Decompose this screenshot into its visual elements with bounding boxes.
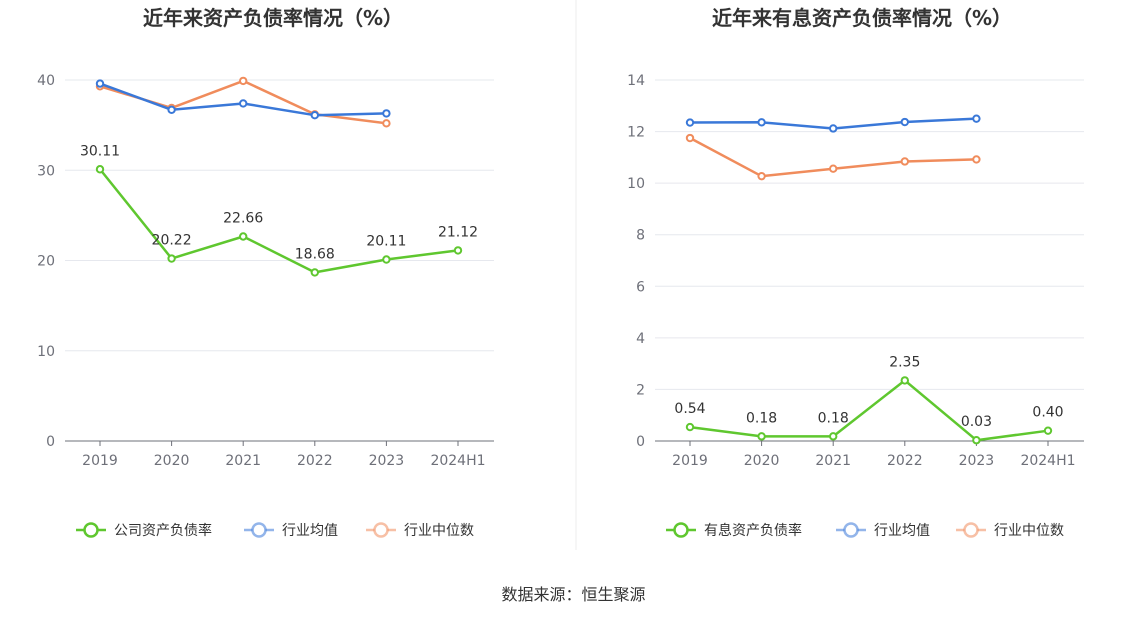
data-label: 0.03: [961, 414, 992, 430]
chart-panel-1: 近年来资产负债率情况（%） 0 10 20 30 40 2019 2020 2021 2022 20…: [37, 6, 494, 539]
data-point: [95, 165, 105, 174]
series-1: 30.11 20.22 22.66 18.68 20.11 21.12: [80, 143, 478, 277]
data-point: [685, 118, 695, 127]
y-tick-label: 30: [37, 163, 55, 179]
y-tick-label: 4: [636, 331, 645, 347]
data-point: [900, 376, 909, 385]
legend-label: 行业均值: [282, 523, 338, 539]
x-tick-label: 2022: [887, 453, 923, 469]
x-tick-label: 2023: [959, 453, 995, 469]
legend-label: 行业中位数: [994, 523, 1064, 539]
series-2: [95, 79, 391, 120]
data-point: [685, 133, 695, 143]
data-label: 20.11: [366, 234, 406, 250]
data-point: [95, 79, 105, 88]
data-point: [239, 99, 248, 108]
data-source-note: 数据来源：恒生聚源: [501, 585, 646, 604]
data-label: 20.22: [152, 233, 192, 249]
data-label: 18.68: [295, 246, 335, 262]
legend-item: 行业中位数: [366, 522, 474, 539]
x-tick-label: 2019: [82, 453, 118, 469]
y-tick-label: 12: [627, 125, 645, 141]
x-tick-label: 2022: [297, 453, 333, 469]
chart-title: 近年来资产负债率情况（%）: [143, 6, 403, 30]
data-label: 0.18: [818, 410, 849, 426]
y-tick-label: 2: [636, 382, 645, 398]
data-point: [757, 432, 766, 441]
data-point: [900, 157, 909, 166]
data-label: 30.11: [80, 143, 120, 159]
data-point: [382, 109, 391, 118]
data-label: 21.12: [438, 224, 478, 240]
data-label: 0.54: [674, 401, 705, 417]
data-label: 22.66: [223, 210, 263, 226]
series-3: [685, 133, 981, 181]
legend-swatch-marker: [83, 522, 99, 538]
series-line: [689, 379, 1049, 442]
y-tick-label: 10: [37, 344, 55, 360]
x-tick-label: 2020: [744, 453, 780, 469]
legend-label: 行业均值: [874, 523, 930, 539]
y-tick-label: 40: [37, 73, 55, 89]
data-point: [829, 124, 838, 133]
data-point: [310, 110, 319, 120]
legend-item: 行业中位数: [956, 522, 1064, 539]
data-point: [757, 171, 766, 181]
x-tick-label: 2019: [672, 453, 708, 469]
y-tick-label: 10: [627, 176, 645, 192]
legend-swatch-marker: [251, 522, 267, 538]
chart-title: 近年来有息资产负债率情况（%）: [712, 6, 1012, 30]
data-point: [829, 432, 838, 441]
legend-item: 行业均值: [836, 522, 930, 539]
y-tick-label: 14: [627, 73, 645, 89]
data-point: [972, 155, 981, 164]
y-tick-label: 6: [636, 279, 645, 295]
series-2: [685, 114, 981, 133]
x-tick-label: 2023: [369, 453, 405, 469]
legend-swatch-marker: [963, 522, 979, 538]
legend-swatch-marker: [373, 522, 389, 538]
series-1: 0.54 0.18 0.18 2.35 0.03 0.40: [674, 354, 1064, 445]
y-tick-label: 20: [37, 254, 55, 270]
data-label: 2.35: [889, 354, 920, 370]
data-point: [972, 436, 981, 445]
y-tick-label: 8: [636, 228, 645, 244]
legend-label: 有息资产负债率: [704, 522, 802, 539]
x-tick-label: 2024H1: [430, 453, 485, 469]
data-point: [453, 246, 463, 255]
legend-swatch-marker: [843, 522, 859, 538]
x-tick-label: 2020: [154, 453, 190, 469]
data-label: 0.40: [1032, 405, 1063, 421]
data-point: [382, 255, 391, 264]
y-tick-label: 0: [636, 434, 645, 450]
x-tick-label: 2024H1: [1020, 453, 1075, 469]
series-line: [99, 168, 459, 274]
legend-item: 公司资产负债率: [76, 522, 212, 539]
legend-swatch-marker: [673, 522, 689, 538]
legend-item: 行业均值: [244, 522, 338, 539]
data-point: [757, 118, 766, 127]
data-point: [167, 254, 176, 263]
data-point: [972, 114, 981, 123]
legend-item: 有息资产负债率: [666, 522, 802, 539]
data-point: [829, 164, 838, 173]
legend-label: 公司资产负债率: [114, 522, 212, 539]
data-label: 0.18: [746, 410, 777, 426]
data-point: [239, 76, 248, 86]
legend-label: 行业中位数: [404, 523, 474, 539]
data-point: [900, 117, 909, 127]
data-point: [1043, 426, 1053, 435]
x-tick-label: 2021: [815, 453, 851, 469]
data-point: [167, 105, 176, 114]
data-point: [382, 119, 391, 128]
data-point: [685, 422, 695, 432]
x-tick-label: 2021: [225, 453, 261, 469]
chart-panel-2: 近年来有息资产负债率情况（%） 0 2 4 6 8 10 12 14 2019 2020 2021 20…: [627, 6, 1084, 539]
data-point: [310, 268, 319, 277]
data-point: [239, 232, 248, 241]
y-tick-label: 0: [46, 434, 55, 450]
